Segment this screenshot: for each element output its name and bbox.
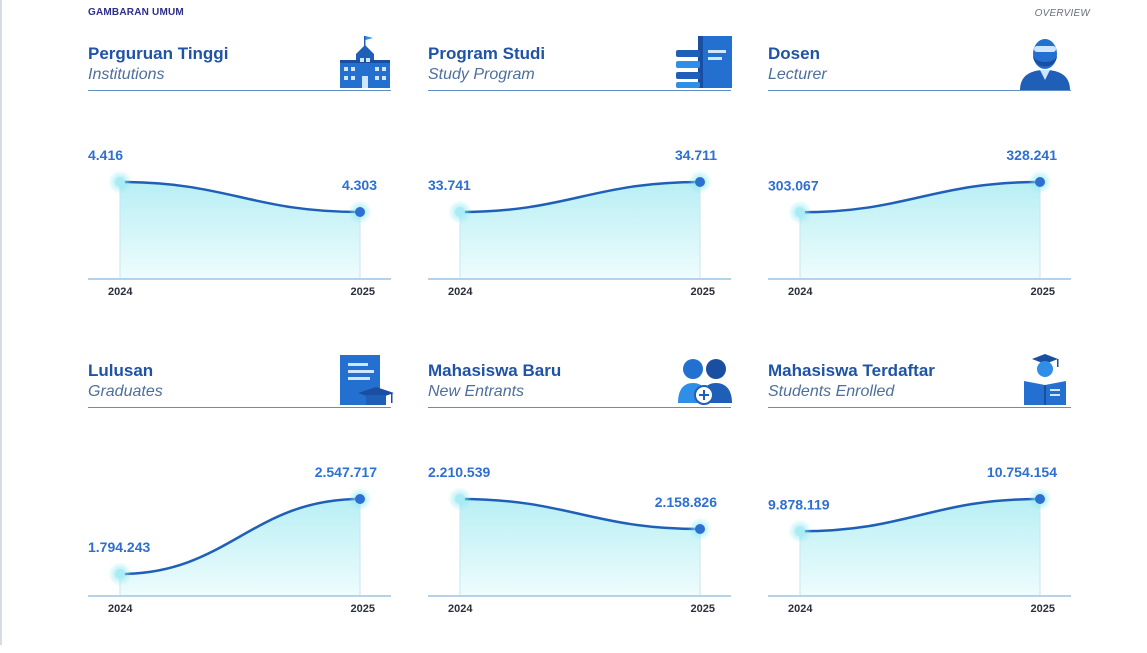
data-point-2025 bbox=[355, 494, 365, 504]
data-point-2024 bbox=[455, 494, 465, 504]
chart-area-study-program: 33.741 34.711 2024 2025 bbox=[428, 147, 731, 298]
section-title: GAMBARAN UMUM bbox=[88, 7, 184, 18]
value-label-2024: 33.741 bbox=[428, 177, 471, 193]
diploma-certificate-icon bbox=[336, 353, 394, 407]
series-line bbox=[458, 180, 702, 214]
panel-graduates: Lulusan Graduates 1.794.243 2.547.717 2024… bbox=[88, 353, 394, 653]
series-line bbox=[118, 180, 362, 214]
value-label-2025: 2.158.826 bbox=[655, 494, 717, 510]
x-tick-label-2024: 2024 bbox=[448, 286, 473, 298]
value-label-2024: 1.794.243 bbox=[88, 539, 150, 555]
data-point-2024 bbox=[455, 207, 465, 217]
area-fill bbox=[800, 499, 1040, 595]
data-point-2025 bbox=[355, 207, 365, 217]
area-fill bbox=[460, 182, 700, 278]
value-label-2024: 303.067 bbox=[768, 177, 819, 193]
panel-students-enrolled: Mahasiswa Terdaftar Students Enrolled 9.… bbox=[768, 353, 1074, 653]
x-tick-label-2024: 2024 bbox=[788, 603, 813, 615]
panel-institutions: Perguruan Tinggi Institutions 4.416 4.303… bbox=[88, 36, 394, 336]
panel-title: Program Studi bbox=[428, 44, 546, 63]
lecturer-icon bbox=[1016, 36, 1074, 90]
data-point-2024 bbox=[115, 177, 125, 187]
panel-subtitle: Students Enrolled bbox=[768, 383, 895, 400]
value-label-2025: 4.303 bbox=[342, 177, 377, 193]
header-divider bbox=[768, 90, 1071, 91]
x-tick-label-2024: 2024 bbox=[448, 603, 473, 615]
panel-title: Mahasiswa Baru bbox=[428, 361, 562, 380]
x-tick-label-2024: 2024 bbox=[788, 286, 813, 298]
area-fill bbox=[460, 499, 700, 595]
header-divider bbox=[428, 90, 731, 91]
data-point-2025 bbox=[1035, 177, 1045, 187]
chart-area-new-entrants: 2.210.539 2.158.826 2024 2025 bbox=[428, 464, 731, 615]
x-tick-label-2025: 2025 bbox=[351, 286, 375, 298]
panel-title: Lulusan bbox=[88, 361, 154, 380]
panel-subtitle: Lecturer bbox=[768, 66, 827, 83]
value-label-2025: 2.547.717 bbox=[315, 464, 377, 480]
x-tick-label-2025: 2025 bbox=[691, 286, 715, 298]
data-point-2025 bbox=[695, 524, 705, 534]
x-tick-label-2024: 2024 bbox=[108, 286, 133, 298]
series-line bbox=[798, 497, 1042, 533]
panel-lecturer: Dosen Lecturer 303.067 328.241 2024 2025 bbox=[768, 36, 1074, 336]
panel-title: Mahasiswa Terdaftar bbox=[768, 361, 935, 380]
x-tick-label-2025: 2025 bbox=[1031, 603, 1055, 615]
data-point-2024 bbox=[795, 207, 805, 218]
x-tick-label-2024: 2024 bbox=[108, 603, 133, 615]
series-line bbox=[798, 180, 1042, 214]
chart-area-graduates: 1.794.243 2.547.717 2024 2025 bbox=[88, 464, 391, 615]
university-building-icon bbox=[336, 36, 394, 90]
panel-title: Dosen bbox=[768, 44, 820, 63]
new-students-icon bbox=[676, 353, 734, 407]
area-fill bbox=[800, 182, 1040, 278]
value-label-2024: 9.878.119 bbox=[768, 496, 830, 512]
header-divider bbox=[88, 90, 391, 91]
series-line bbox=[458, 497, 702, 531]
panel-subtitle: Study Program bbox=[428, 66, 535, 83]
value-label-2024: 4.416 bbox=[88, 147, 123, 163]
panel-subtitle: Institutions bbox=[88, 66, 165, 83]
data-point-2025 bbox=[1035, 494, 1045, 504]
header-divider bbox=[88, 407, 391, 408]
series-line bbox=[118, 497, 362, 576]
area-fill bbox=[120, 499, 360, 595]
header-divider bbox=[768, 407, 1071, 408]
x-tick-label-2025: 2025 bbox=[691, 603, 715, 615]
x-tick-label-2025: 2025 bbox=[1031, 286, 1055, 298]
header-divider bbox=[428, 407, 731, 408]
section-subtitle: OVERVIEW bbox=[1034, 8, 1090, 19]
chart-area-institutions: 4.416 4.303 2024 2025 bbox=[88, 147, 391, 298]
area-fill bbox=[120, 182, 360, 278]
chart-area-lecturer: 303.067 328.241 2024 2025 bbox=[768, 147, 1071, 298]
value-label-2024: 2.210.539 bbox=[428, 464, 490, 480]
enrolled-student-icon bbox=[1016, 353, 1074, 407]
panel-title: Perguruan Tinggi bbox=[88, 44, 229, 63]
chart-area-students-enrolled: 9.878.119 10.754.154 2024 2025 bbox=[768, 464, 1071, 615]
value-label-2025: 34.711 bbox=[675, 147, 717, 163]
data-point-2024 bbox=[115, 569, 125, 579]
value-label-2025: 328.241 bbox=[1006, 147, 1057, 163]
panel-subtitle: Graduates bbox=[88, 383, 163, 400]
data-point-2025 bbox=[695, 177, 705, 187]
value-label-2025: 10.754.154 bbox=[987, 464, 1057, 480]
books-icon bbox=[676, 36, 734, 90]
panel-study-program: Program Studi Study Program 33.741 34.711… bbox=[428, 36, 734, 336]
panel-new-entrants: Mahasiswa Baru New Entrants 2.210.539 2.1… bbox=[428, 353, 734, 653]
left-edge-divider bbox=[0, 0, 2, 645]
data-point-2024 bbox=[795, 526, 805, 537]
x-tick-label-2025: 2025 bbox=[351, 603, 375, 615]
panel-subtitle: New Entrants bbox=[428, 383, 525, 400]
